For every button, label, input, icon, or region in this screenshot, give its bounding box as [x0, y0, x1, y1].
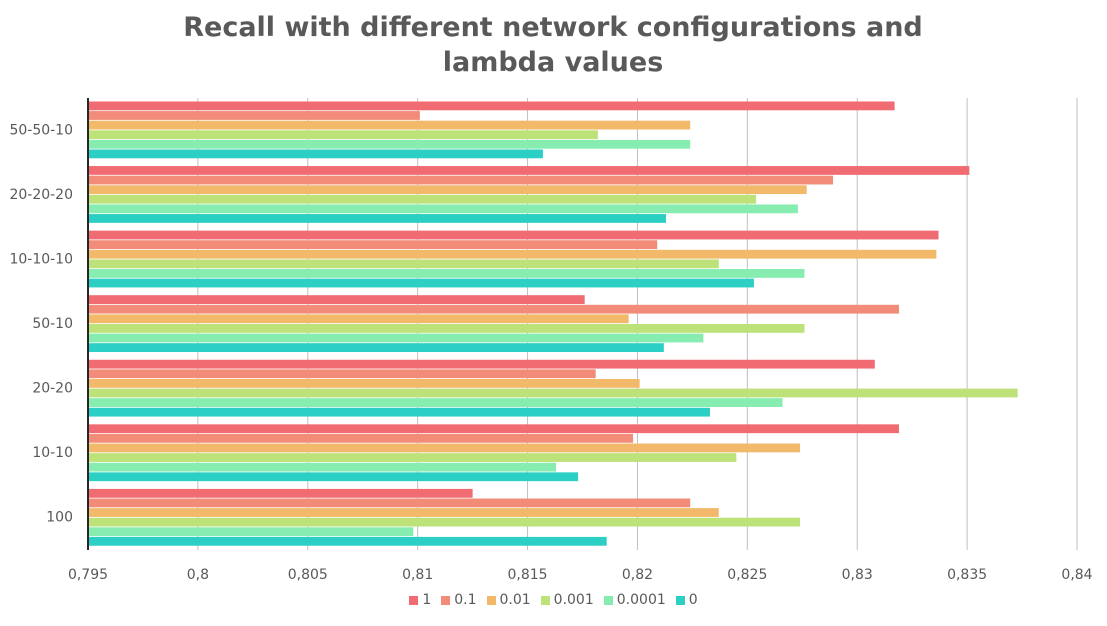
- y-tick-label: 20-20-20: [9, 187, 73, 203]
- bar: [88, 443, 801, 453]
- x-tick-label: 0,82: [622, 567, 653, 583]
- legend-swatch: [675, 595, 685, 605]
- x-tick-label: 0,795: [68, 567, 108, 583]
- x-tick-label: 0,805: [288, 567, 328, 583]
- bar: [88, 407, 710, 417]
- bar: [88, 343, 664, 352]
- legend-item: 1: [409, 592, 431, 608]
- legend-item: 0.001: [540, 592, 594, 608]
- bar: [88, 536, 607, 546]
- bar: [88, 398, 783, 407]
- legend: 1 0.1 0.01 0.001 0.0001 0: [0, 592, 1107, 608]
- x-tick-label: 0,815: [508, 567, 548, 583]
- bar: [88, 194, 757, 204]
- legend-label: 1: [422, 592, 432, 608]
- bar: [88, 424, 899, 434]
- legend-label: 0.001: [553, 592, 594, 608]
- bar: [88, 462, 557, 472]
- bar: [88, 295, 585, 304]
- y-tick-label: 50-10: [32, 316, 73, 332]
- legend-swatch: [486, 595, 496, 605]
- x-tick-label: 0,835: [947, 567, 987, 583]
- bar: [88, 230, 939, 240]
- bar: [88, 166, 970, 175]
- x-tick-label: 0,84: [1061, 567, 1092, 583]
- x-tick-label: 0,83: [842, 567, 873, 583]
- bar: [88, 149, 543, 159]
- y-tick-label: 10-10-10: [9, 251, 73, 267]
- legend-item: 0: [675, 592, 698, 608]
- legend-label: 0.1: [454, 592, 477, 608]
- bar: [88, 249, 937, 259]
- legend-swatch: [441, 595, 451, 605]
- legend-label: 0.01: [499, 592, 531, 608]
- legend-swatch: [409, 595, 419, 605]
- bar: [88, 304, 899, 314]
- bar: [88, 314, 629, 324]
- bar: [88, 240, 658, 250]
- bar: [88, 120, 691, 130]
- bar: [88, 527, 414, 537]
- legend-item: 0.0001: [603, 592, 666, 608]
- x-tick-label: 0,81: [402, 567, 433, 583]
- bar: [88, 130, 598, 140]
- bar: [88, 333, 704, 343]
- bar: [88, 214, 667, 223]
- legend-swatch: [603, 595, 613, 605]
- bar: [88, 472, 579, 482]
- bar: [88, 269, 805, 278]
- bar: [88, 488, 473, 498]
- bar: [88, 185, 807, 195]
- bar: [88, 204, 798, 214]
- bar: [88, 359, 875, 369]
- y-tick-label: 50-50-10: [9, 122, 73, 138]
- legend-item: 0.1: [441, 592, 477, 608]
- y-tick-label: 20-20: [32, 381, 73, 397]
- bar: [88, 433, 634, 443]
- legend-item: 0.01: [486, 592, 531, 608]
- legend-swatch: [540, 595, 550, 605]
- bar: [88, 508, 719, 517]
- bar: [88, 453, 737, 462]
- legend-label: 0: [688, 592, 698, 608]
- bar: [88, 388, 1018, 398]
- bar: [88, 111, 420, 120]
- bar: [88, 278, 754, 288]
- bar: [88, 139, 691, 149]
- bar: [88, 259, 719, 269]
- bar: [88, 324, 805, 333]
- bar: [88, 369, 596, 379]
- bar: [88, 498, 691, 508]
- bar: [88, 517, 801, 527]
- y-tick-label: 10-10: [32, 445, 73, 461]
- bar: [88, 101, 895, 111]
- chart-title: Recall with different network configurat…: [183, 12, 923, 78]
- x-tick-label: 0,825: [727, 567, 767, 583]
- bar: [88, 378, 640, 388]
- legend-label: 0.0001: [616, 592, 666, 608]
- y-tick-label: 100: [46, 510, 73, 526]
- x-tick-label: 0,8: [187, 567, 209, 583]
- bar: [88, 175, 834, 185]
